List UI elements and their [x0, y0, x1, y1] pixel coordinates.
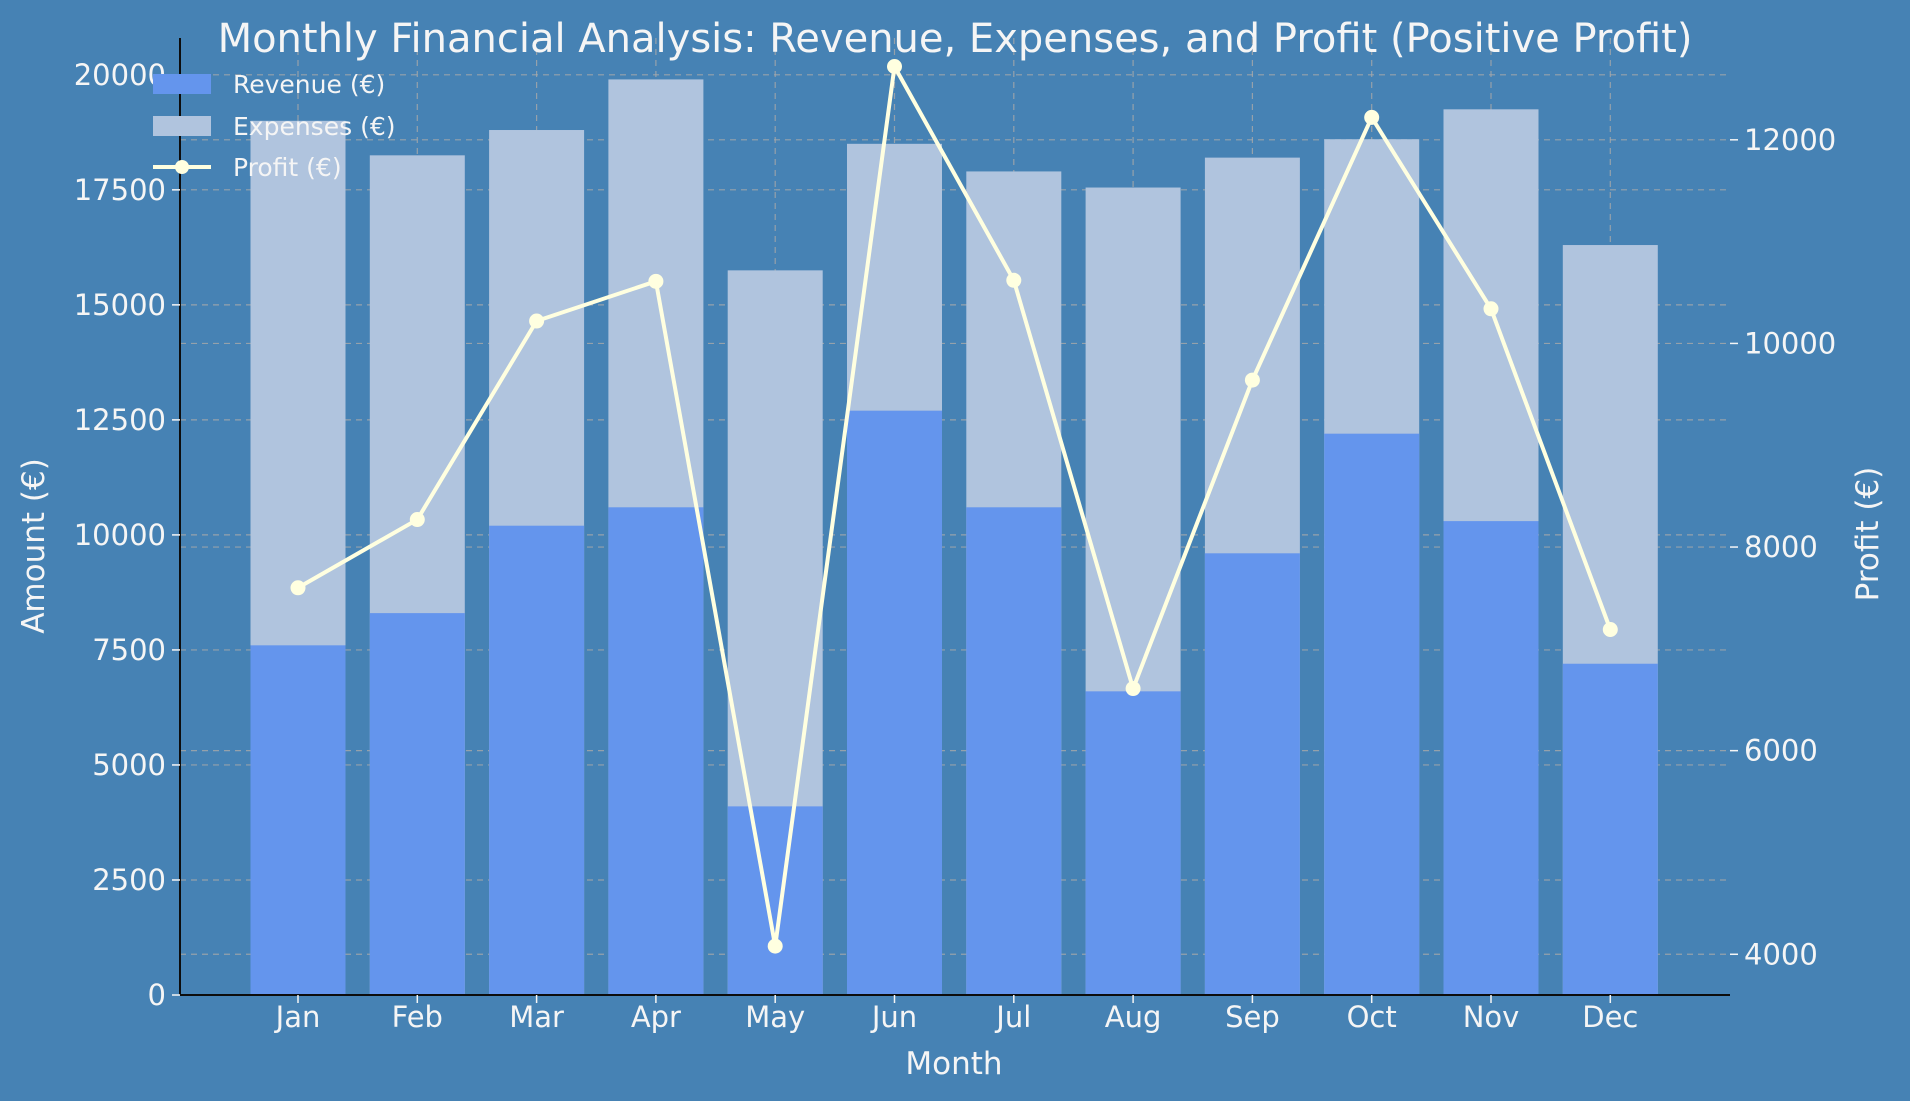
profit-point-sep [1244, 372, 1260, 388]
revenue-bar-nov [1443, 521, 1539, 995]
x-tick-label-dec: Dec [1582, 1000, 1638, 1034]
y2-tick-label-1: 6000 [1744, 734, 1818, 768]
revenue-bar-mar [489, 525, 585, 995]
x-tick-label-sep: Sep [1225, 1000, 1280, 1034]
revenue-bar-dec [1562, 663, 1658, 995]
revenue-bar-aug [1085, 691, 1181, 995]
legend: Revenue (€) Expenses (€) Profit (€) [153, 70, 395, 182]
revenue-bar-oct [1324, 433, 1420, 995]
x-axis-label: Month [905, 1046, 1002, 1082]
profit-line-series [290, 59, 1618, 954]
legend-marker-profit [175, 160, 189, 174]
y-tick-label-3: 7500 [92, 633, 166, 667]
revenue-bar-feb [369, 613, 465, 995]
y2-tick-label-0: 4000 [1744, 937, 1818, 971]
profit-point-mar [529, 313, 545, 329]
x-tick-label-feb: Feb [392, 1000, 443, 1034]
y-tick-label-0: 0 [148, 978, 166, 1012]
y2-tick-label-4: 12000 [1744, 123, 1836, 157]
y-tick-label-4: 10000 [74, 518, 166, 552]
x-tick-label-nov: Nov [1463, 1000, 1520, 1034]
axes [179, 38, 1730, 996]
legend-swatch-revenue [153, 74, 211, 94]
y2-axis-label: Profit (€) [1850, 467, 1886, 602]
y-tick-label-7: 17500 [74, 173, 166, 207]
profit-point-dec [1602, 622, 1618, 638]
legend-label-expenses: Expenses (€) [233, 112, 395, 141]
profit-point-jul [1006, 272, 1022, 288]
x-tick-label-aug: Aug [1105, 1000, 1162, 1034]
profit-point-aug [1125, 681, 1141, 697]
profit-point-jun [887, 59, 902, 75]
y2-tick-label-3: 10000 [1744, 326, 1836, 360]
revenue-bar-jul [966, 507, 1062, 995]
y-tick-label-8: 20000 [74, 58, 166, 92]
y2-tick-label-2: 8000 [1744, 530, 1818, 564]
x-tick-label-may: May [745, 1000, 805, 1034]
x-tick-label-mar: Mar [509, 1000, 564, 1034]
revenue-bars [250, 410, 1658, 996]
legend-label-revenue: Revenue (€) [233, 70, 385, 99]
y-tick-label-6: 15000 [74, 288, 166, 322]
revenue-bar-may [727, 806, 823, 995]
profit-point-apr [648, 273, 664, 289]
revenue-bar-jan [250, 645, 346, 995]
profit-point-oct [1364, 109, 1380, 125]
revenue-bar-apr [608, 507, 704, 995]
profit-line [297, 64, 1613, 949]
y-tick-label-1: 2500 [92, 863, 166, 897]
x-tick-label-oct: Oct [1347, 1000, 1397, 1034]
x-tick-label-apr: Apr [631, 1000, 681, 1034]
legend-label-profit: Profit (€) [233, 153, 342, 182]
profit-point-may [767, 938, 783, 954]
profit-point-jan [290, 580, 306, 596]
profit-point-feb [409, 512, 425, 528]
x-tick-label-jul: Jul [994, 1000, 1031, 1034]
legend-swatch-expenses [153, 116, 211, 136]
x-tick-label-jun: Jun [870, 1000, 917, 1034]
tick-labels: 0 2500 5000 7500 10000 12500 15000 17500 20000 40… [74, 58, 1837, 1034]
profit-point-nov [1483, 301, 1499, 317]
y-axis-label: Amount (€) [16, 458, 52, 634]
revenue-bar-jun [847, 410, 942, 996]
x-tick-label-jan: Jan [274, 1000, 321, 1034]
y-tick-label-5: 12500 [74, 403, 166, 437]
revenue-bar-sep [1204, 553, 1300, 995]
chart-title: Monthly Financial Analysis: Revenue, Exp… [218, 16, 1693, 62]
y-tick-label-2: 5000 [92, 748, 166, 782]
